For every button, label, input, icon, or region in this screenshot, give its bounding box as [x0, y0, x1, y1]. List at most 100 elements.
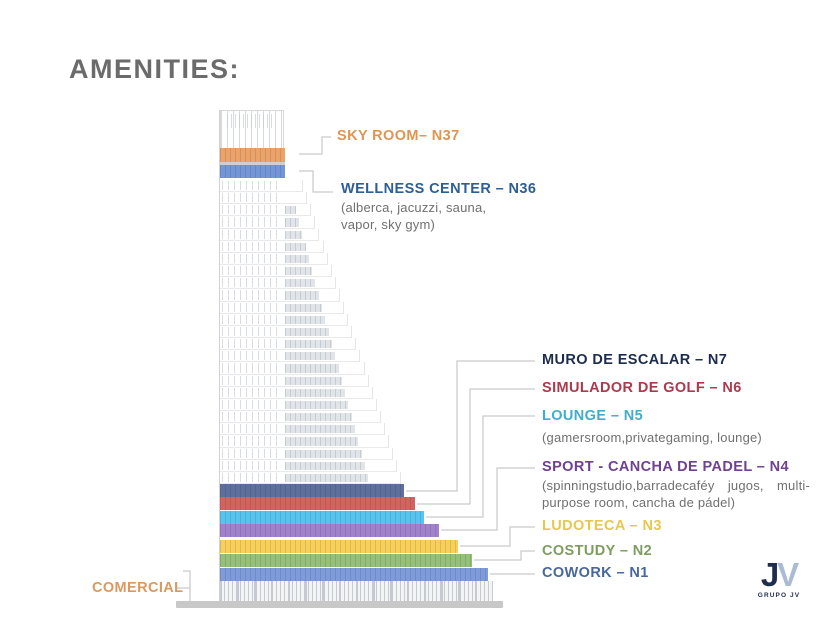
- floor-terrace-block: [285, 218, 299, 227]
- floor-hatch: [222, 229, 280, 239]
- tower-floor: [220, 228, 320, 241]
- tower-floor: [220, 313, 349, 326]
- label-lounge: LOUNGE – N5: [542, 408, 644, 424]
- label-costudy: COSTUDY – N2: [542, 543, 653, 559]
- tower-floor: [220, 423, 385, 436]
- band-n2-costudy: [220, 554, 472, 567]
- floor-hatch: [222, 412, 280, 422]
- floor-hatch: [222, 241, 280, 251]
- floor-hatch: [222, 339, 280, 349]
- floor-terrace-block: [285, 267, 313, 276]
- floor-terrace-block: [285, 388, 346, 397]
- tower-floor: [220, 192, 308, 205]
- tower-floor: [220, 411, 381, 424]
- floor-terrace-block: [285, 400, 349, 410]
- comercial-dimension-mark: [177, 570, 191, 602]
- tower-left-edge: [219, 110, 220, 601]
- label-lounge-sub: (gamersroom,privategaming, lounge): [542, 430, 762, 445]
- band-n6-golf: [220, 497, 415, 510]
- label-ludoteca: LUDOTECA – N3: [542, 518, 662, 534]
- floor-hatch: [222, 302, 280, 312]
- tower-floor: [220, 180, 303, 193]
- tower-floor: [220, 459, 398, 472]
- floor-hatch: [222, 424, 280, 434]
- floor-hatch: [222, 375, 280, 385]
- tower-floor: [220, 471, 402, 484]
- tower-floor: [220, 277, 336, 290]
- floor-terrace-block: [285, 279, 316, 288]
- floor-terrace-block: [285, 230, 303, 239]
- logo-caption: GRUPO JV: [757, 592, 801, 599]
- floor-hatch: [222, 326, 280, 337]
- floor-terrace-block: [285, 413, 352, 422]
- floor-hatch: [222, 436, 280, 446]
- floor-terrace-block: [285, 327, 329, 337]
- page-title: AMENITIES:: [69, 54, 241, 84]
- floor-terrace-block: [285, 352, 336, 361]
- floor-terrace-block: [285, 254, 309, 264]
- floor-hatch: [222, 193, 280, 203]
- leader-muro: [406, 360, 535, 492]
- floor-hatch: [222, 205, 280, 215]
- floor-hatch: [222, 448, 280, 458]
- label-simulador-de-golf: SIMULADOR DE GOLF – N6: [542, 380, 742, 396]
- floor-terrace-block: [285, 376, 342, 385]
- band-gap: [220, 162, 285, 165]
- floor-hatch: [222, 314, 280, 324]
- floor-hatch: [222, 217, 280, 227]
- label-muro-de-escalar: MURO DE ESCALAR – N7: [542, 352, 728, 368]
- floor-hatch: [222, 351, 280, 361]
- floor-hatch: [222, 290, 280, 300]
- tower-floor: [220, 398, 377, 412]
- label-cowork: COWORK – N1: [542, 565, 649, 581]
- label-wellness-sub: (alberca, jacuzzi, sauna, vapor, sky gym…: [341, 200, 487, 232]
- tower-floor: [220, 447, 394, 460]
- band-n4-sport: [220, 524, 439, 537]
- floor-hatch: [222, 278, 280, 288]
- leader-ludoteca: [460, 526, 535, 547]
- floor-terrace-block: [285, 291, 319, 300]
- tower-floor: [220, 350, 361, 363]
- tower-crown: [220, 110, 284, 148]
- band-n1-cowork: [220, 568, 488, 581]
- floor-hatch: [222, 399, 280, 410]
- floor-hatch: [222, 460, 280, 470]
- leader-wellness: [299, 170, 333, 193]
- band-sky-room: [220, 148, 285, 162]
- floor-hatch: [222, 387, 280, 397]
- band-n5-lounge: [220, 511, 424, 524]
- floor-terrace-block: [285, 449, 362, 458]
- leader-costudy: [474, 550, 535, 561]
- label-sport-sub: (spinningstudio,barradecaféy jugos, mult…: [542, 478, 810, 510]
- floor-terrace-block: [285, 461, 365, 470]
- band-n7-muro: [220, 484, 404, 497]
- floor-hatch: [222, 253, 280, 264]
- tower-floor: [220, 252, 328, 266]
- tower-floor: [220, 289, 340, 302]
- floor-hatch: [222, 472, 280, 482]
- floor-terrace-block: [285, 437, 359, 446]
- tower-floor: [220, 240, 324, 253]
- tower-floor: [220, 338, 357, 351]
- band-wellness: [220, 165, 285, 178]
- logo-letter-v: V: [777, 556, 799, 593]
- label-sport-cancha-de-padel: SPORT - CANCHA DE PADEL – N4: [542, 459, 789, 475]
- floor-terrace-block: [285, 242, 306, 251]
- tower-crown-equipment: [227, 114, 275, 128]
- floor-hatch: [222, 266, 280, 276]
- tower-floor: [220, 325, 353, 339]
- tower-floor: [220, 216, 316, 229]
- ground-line: [176, 601, 503, 608]
- label-comercial: COMERCIAL: [92, 580, 184, 596]
- logo-letters: JV: [748, 558, 810, 591]
- label-sky-room: SKY ROOM– N37: [337, 128, 460, 144]
- floor-terrace-block: [285, 473, 369, 482]
- leader-simulador: [417, 388, 535, 505]
- floor-terrace-block: [285, 340, 332, 349]
- floor-terrace-block: [285, 425, 355, 434]
- tower-floor: [220, 386, 373, 399]
- tower-floor: [220, 265, 332, 278]
